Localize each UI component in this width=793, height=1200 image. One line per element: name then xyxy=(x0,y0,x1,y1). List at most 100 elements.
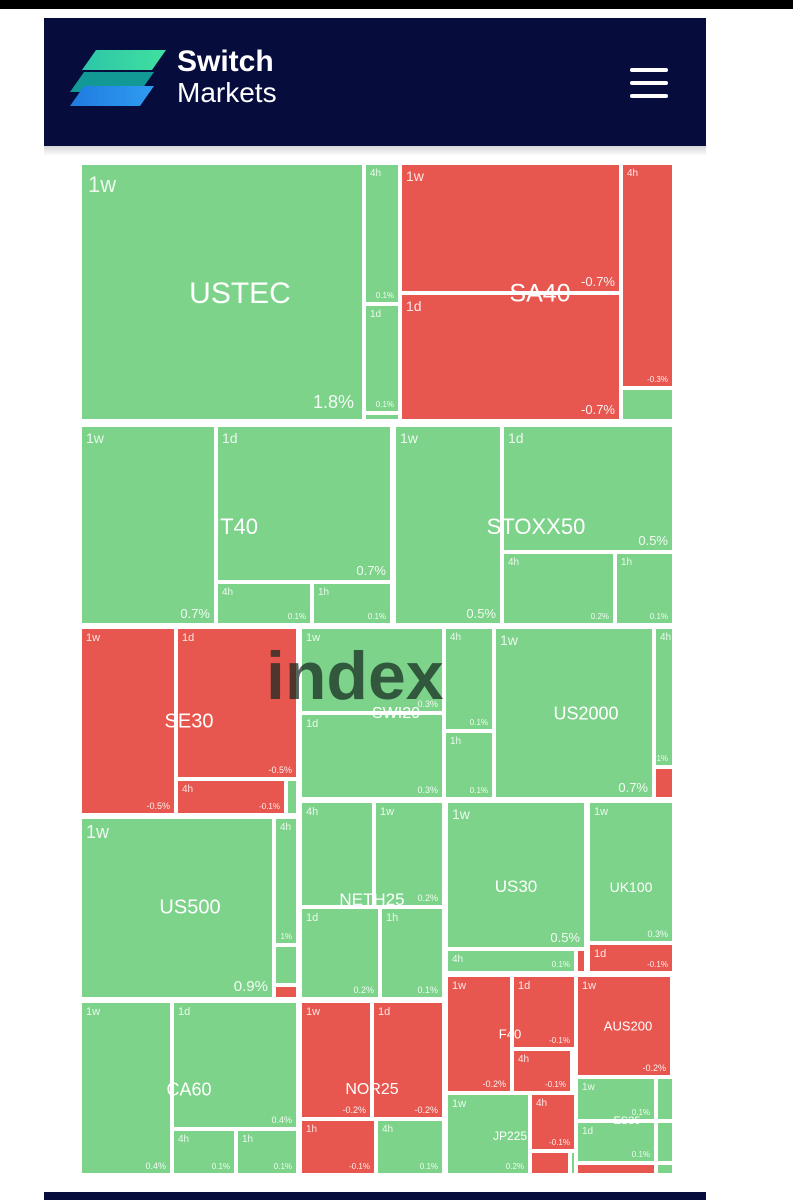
brand-name[interactable]: Switch Markets xyxy=(177,46,277,108)
heatmap-cell[interactable]: 1w 0.1% xyxy=(576,1077,656,1121)
hamburger-menu-icon[interactable] xyxy=(628,64,670,102)
change-label: -0.2% xyxy=(482,1079,506,1089)
period-label: 1d xyxy=(594,948,607,960)
heatmap-cell[interactable]: 1w 0.4% xyxy=(80,1001,172,1175)
heatmap-cell[interactable] xyxy=(364,413,400,421)
heatmap-cell[interactable]: 1w 0.3% xyxy=(300,627,444,713)
heatmap-cell[interactable]: 1d -0.1% xyxy=(512,975,576,1049)
heatmap-cell[interactable]: 1w 0.7% xyxy=(80,425,216,625)
heatmap-cell[interactable]: 1d 0.2% xyxy=(300,907,380,999)
heatmap-cell[interactable]: 1d -0.2% xyxy=(372,1001,444,1119)
symbol-label: US30 xyxy=(494,877,538,896)
heatmap-cell[interactable]: 1d -0.5% xyxy=(176,627,298,779)
heatmap-cell[interactable] xyxy=(274,985,298,999)
change-label: -0.1% xyxy=(349,1162,370,1171)
heatmap-cell[interactable]: 1d 0.5% xyxy=(502,425,674,552)
heatmap-cell[interactable]: 1w -0.5% xyxy=(80,627,176,815)
change-label: -0.1% xyxy=(647,960,668,969)
heatmap-cell[interactable]: 1w -0.7% xyxy=(400,163,621,293)
period-label: 4h xyxy=(370,168,382,179)
heatmap-cell[interactable]: 1d -0.1% xyxy=(588,943,674,973)
heatmap-cell[interactable]: 1h -0.1% xyxy=(300,1119,376,1175)
heatmap-cell[interactable]: 1w 0.2% xyxy=(446,1093,530,1175)
heatmap-cell[interactable]: 4h 0.1% xyxy=(444,627,494,731)
heatmap-cell[interactable]: 4h -0.1% xyxy=(176,779,286,815)
heatmap-cell[interactable]: 1d 0.1% xyxy=(364,304,400,413)
heatmap-cell[interactable] xyxy=(286,779,298,815)
period-label: 1w xyxy=(86,632,101,644)
period-label: 1d xyxy=(182,632,195,644)
heatmap-cell[interactable]: 4h 0.1% xyxy=(446,949,576,973)
heatmap-cell[interactable] xyxy=(656,1121,674,1163)
heatmap-cell[interactable] xyxy=(576,949,586,973)
heatmap-cell[interactable]: 1w 0.9% xyxy=(80,817,274,999)
heatmap-cell[interactable]: 4h 0.1% xyxy=(376,1119,444,1175)
change-label: 0.7% xyxy=(356,563,386,578)
period-label: 1d xyxy=(178,1006,191,1018)
period-label: 1w xyxy=(594,806,609,818)
period-label: 1h xyxy=(386,912,399,924)
heatmap-cell[interactable] xyxy=(570,1151,576,1175)
heatmap-cell[interactable] xyxy=(672,975,676,1077)
heatmap-cell[interactable]: 1d 0.7% xyxy=(216,425,392,582)
symbol-label: AUS200 xyxy=(603,1018,653,1034)
heatmap-cell[interactable] xyxy=(621,388,674,421)
heatmap-cell[interactable]: 4h 0.1% xyxy=(172,1129,236,1175)
heatmap-cell[interactable]: 1h 0.1% xyxy=(236,1129,298,1175)
heatmap-cell[interactable]: 4h 1% xyxy=(654,627,674,767)
heatmap-cell[interactable]: 1w 0.5% xyxy=(446,801,586,949)
heatmap-cell[interactable]: 4h xyxy=(300,801,374,907)
heatmap-cell[interactable]: 4h 0.1% xyxy=(216,582,312,625)
heatmap-cell[interactable]: 1w 1.8% xyxy=(80,163,364,421)
top-edge-bar xyxy=(0,0,793,9)
symbol-label: CA60 xyxy=(166,1079,212,1100)
heatmap-cell[interactable] xyxy=(572,1049,576,1093)
heatmap-cell[interactable]: 4h -0.3% xyxy=(621,163,674,388)
change-label: 0.1% xyxy=(287,612,306,621)
switch-logo-icon[interactable] xyxy=(70,48,166,108)
symbol-label: F40 xyxy=(498,1026,522,1042)
change-label: 0.1% xyxy=(375,291,394,300)
period-label: 4h xyxy=(660,632,672,643)
change-label: 0.4% xyxy=(271,1115,292,1125)
heatmap-cell[interactable]: 1h 0.1% xyxy=(312,582,392,625)
heatmap-cell[interactable]: 4h -0.1% xyxy=(512,1049,572,1093)
heatmap-cell[interactable]: 1w 0.2% xyxy=(374,801,444,907)
period-label: 4h xyxy=(382,1124,394,1135)
heatmap-cell[interactable]: 4h -0.1% xyxy=(530,1093,576,1151)
heatmap-cell[interactable]: 1d 0.4% xyxy=(172,1001,298,1129)
symbol-label: NOR25 xyxy=(345,1081,399,1098)
heatmap-cell[interactable]: 1h 0.1% xyxy=(444,731,494,799)
heatmap-cell[interactable] xyxy=(654,767,674,799)
heatmap-cell[interactable]: 1d 0.1% xyxy=(576,1121,656,1163)
change-label: 0.1% xyxy=(631,1108,650,1117)
heatmap-cell[interactable]: 4h 0.2% xyxy=(502,552,615,625)
change-label: 0.2% xyxy=(417,893,438,903)
heatmap-cell[interactable]: 1w 0.5% xyxy=(394,425,502,625)
period-label: 4h xyxy=(222,587,234,598)
change-label: 0.3% xyxy=(647,929,668,939)
heatmap-cell[interactable]: 1w -0.2% xyxy=(576,975,672,1077)
period-label: 1d xyxy=(222,430,238,446)
heatmap-cell[interactable] xyxy=(576,1163,656,1175)
heatmap-cell[interactable] xyxy=(656,1163,674,1175)
heatmap-cell[interactable]: 1d 0.3% xyxy=(300,713,444,799)
heatmap-cell[interactable]: 1w -0.2% xyxy=(300,1001,372,1119)
period-label: 4h xyxy=(280,822,292,833)
heatmap-cell[interactable]: 1w 0.7% xyxy=(494,627,654,799)
period-label: 4h xyxy=(536,1098,548,1109)
symbol-label: IT40 xyxy=(213,514,259,539)
heatmap-cell[interactable] xyxy=(530,1151,570,1175)
heatmap-cell[interactable]: 1d -0.7% xyxy=(400,293,621,421)
heatmap-cell[interactable]: 1h 0.1% xyxy=(380,907,444,999)
heatmap-cell[interactable]: 1w -0.2% xyxy=(446,975,512,1093)
heatmap-cell[interactable]: 1h 0.1% xyxy=(615,552,674,625)
period-label: 1h xyxy=(621,557,633,568)
heatmap-cell[interactable] xyxy=(656,1077,674,1121)
symbol-label: ES35 xyxy=(613,1115,641,1127)
heatmap-cell[interactable]: 4h 1% xyxy=(274,817,298,945)
period-label: 4h xyxy=(452,954,464,965)
heatmap-cell[interactable] xyxy=(274,945,298,985)
heatmap-cell[interactable]: 4h 0.1% xyxy=(364,163,400,304)
heatmap-cell[interactable]: 1w 0.3% xyxy=(588,801,674,943)
